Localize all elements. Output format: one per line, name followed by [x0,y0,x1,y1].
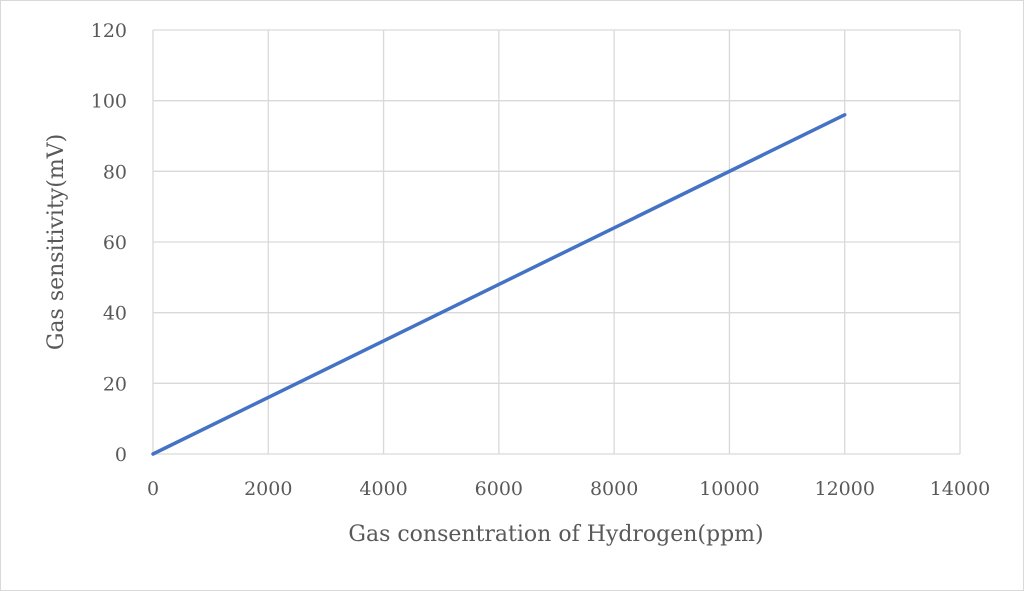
series-group [151,113,847,456]
y-tick-labels: 0 20 40 60 80 100 120 [91,20,127,466]
x-tick-label: 10000 [699,478,759,500]
y-tick-label: 20 [103,373,127,395]
x-tick-label: 8000 [590,478,638,500]
grid [152,29,961,455]
y-tick-label: 120 [91,20,127,42]
y-tick-label: 0 [115,444,127,466]
x-tick-label: 14000 [930,478,990,500]
y-tick-label: 40 [103,303,127,325]
x-tick-label: 6000 [475,478,523,500]
series-line [151,113,847,456]
x-tick-label: 2000 [244,478,292,500]
x-tick-label: 0 [147,478,159,500]
y-tick-label: 60 [103,232,127,254]
y-tick-label: 100 [91,91,127,113]
x-tick-label: 12000 [814,478,874,500]
x-tick-label: 4000 [359,478,407,500]
x-axis-title: Gas consentration of Hydrogen(ppm) [348,522,763,547]
y-tick-label: 80 [103,161,127,183]
y-axis-title: Gas sensitivity(mV) [44,134,69,350]
x-tick-labels: 0 2000 4000 6000 8000 10000 12000 14000 [147,478,990,500]
